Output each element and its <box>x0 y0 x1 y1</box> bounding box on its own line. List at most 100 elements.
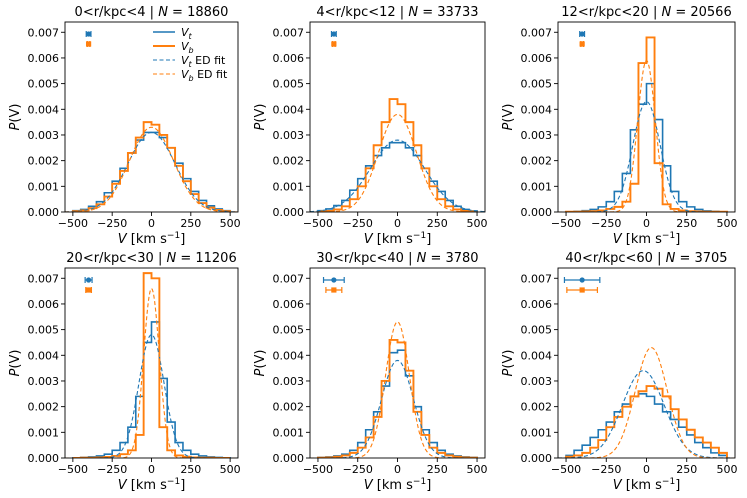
y-tick-label: 0.007 <box>28 26 60 39</box>
x-tick-label: 0 <box>394 217 401 230</box>
y-tick-label: 0.002 <box>521 401 553 414</box>
subplot-6: 40<r/kpc<60 | N = 3705 −500 −250 0 250 500 0.0… <box>501 251 737 493</box>
x-tick-label: 500 <box>220 217 241 230</box>
y-tick-label: 0.003 <box>273 375 305 388</box>
vb-errorbar <box>85 41 92 47</box>
y-tick-label: 0.002 <box>273 155 305 168</box>
subplot-title: 30<r/kpc<40 | N = 3780 <box>316 251 478 266</box>
x-tick-label: 250 <box>427 217 448 230</box>
errorbar-marker-square <box>579 41 585 47</box>
ylabel-argument: (V) <box>501 350 516 369</box>
ylabel-symbol: P <box>8 368 23 376</box>
errorbar-marker-square <box>85 287 92 293</box>
x-tick-label: −500 <box>58 217 88 230</box>
x-tick-label: 0 <box>643 463 650 476</box>
x-axis-label: V [km s−1] <box>364 231 432 247</box>
x-tick-label: −500 <box>58 463 88 476</box>
y-tick-label: 0.001 <box>521 180 553 193</box>
y-tick-label: 0.004 <box>28 103 60 116</box>
title-count: = 33733 <box>418 5 479 20</box>
x-tick-label: 250 <box>180 463 201 476</box>
title-separator: | <box>146 5 159 20</box>
y-tick-label: 0.004 <box>273 103 305 116</box>
x-tick-label: −250 <box>97 463 127 476</box>
vt-ed-fit-curve <box>558 370 735 458</box>
x-axis-label: V [km s−1] <box>613 231 681 247</box>
subplot-title: 40<r/kpc<60 | N = 3705 <box>565 251 727 266</box>
y-tick-label: 0.006 <box>273 298 305 311</box>
y-tick-label: 0.001 <box>521 426 553 439</box>
y-tick-label: 0.001 <box>273 426 305 439</box>
title-separator: | <box>653 251 666 266</box>
ylabel-symbol: P <box>8 122 23 130</box>
y-tick-label: 0.005 <box>273 324 305 337</box>
title-count: = 18860 <box>168 5 229 20</box>
y-tick-label: 0.006 <box>521 52 553 65</box>
vb-errorbar <box>325 287 343 293</box>
ylabel-symbol: P <box>253 122 268 130</box>
x-tick-label: 500 <box>467 463 488 476</box>
x-tick-label: −250 <box>591 463 621 476</box>
title-separator: | <box>649 5 662 20</box>
y-tick-label: 0.006 <box>273 52 305 65</box>
y-tick-label: 0.000 <box>273 206 305 219</box>
title-separator: | <box>396 5 409 20</box>
xlabel-close: ] <box>180 478 185 493</box>
ylabel-symbol: P <box>501 368 516 376</box>
y-tick-label: 0.001 <box>28 426 60 439</box>
x-tick-label: 500 <box>716 217 737 230</box>
vb-histogram <box>71 121 232 212</box>
xlabel-units: [km s <box>127 478 168 493</box>
legend-subscript: t <box>189 32 193 41</box>
title-range: 30<r/kpc<40 <box>316 251 404 266</box>
x-tick-label: −500 <box>303 463 333 476</box>
x-axis-label: V [km s−1] <box>118 477 186 493</box>
vb-ed-fit-curve <box>310 113 485 212</box>
y-tick-label: 0.003 <box>28 375 60 388</box>
xlabel-symbol: V <box>613 478 623 493</box>
vt-ed-fit-curve <box>310 359 485 458</box>
legend-suffix: ED fit <box>192 54 226 67</box>
errorbar-marker-square <box>331 287 337 293</box>
y-tick-label: 0.003 <box>273 129 305 142</box>
title-count: = 20566 <box>671 5 732 20</box>
xlabel-units: [km s <box>622 478 663 493</box>
y-tick-label: 0.007 <box>273 26 305 39</box>
xlabel-close: ] <box>180 232 185 247</box>
legend-label-vb: Vb <box>181 40 194 55</box>
y-tick-label: 0.006 <box>521 298 553 311</box>
xlabel-symbol: V <box>118 232 128 247</box>
vb-ed-fit-curve <box>65 287 238 458</box>
x-tick-label: −250 <box>97 217 127 230</box>
title-separator: | <box>404 251 417 266</box>
xlabel-symbol: V <box>364 478 374 493</box>
subplot-1: 0<r/kpc<4 | N = 18860 −500 −250 0 250 500 0.00… <box>8 5 241 247</box>
x-tick-label: 0 <box>148 463 155 476</box>
xlabel-close: ] <box>426 478 431 493</box>
y-axis-label: P(V) <box>8 104 23 131</box>
y-tick-label: 0.000 <box>521 452 553 465</box>
xlabel-symbol: V <box>118 478 128 493</box>
legend-label-vb-fit: Vb ED fit <box>181 68 228 83</box>
vt-ed-fit-curve <box>558 101 735 212</box>
x-axis-label: V [km s−1] <box>364 477 432 493</box>
y-tick-label: 0.005 <box>521 78 553 91</box>
x-tick-label: 0 <box>148 217 155 230</box>
x-axis-label: V [km s−1] <box>118 231 186 247</box>
x-tick-label: 0 <box>394 463 401 476</box>
legend-symbol: V <box>181 26 190 39</box>
y-tick-label: 0.000 <box>273 452 305 465</box>
x-tick-label: −500 <box>551 463 581 476</box>
vt-histogram <box>72 131 231 212</box>
y-tick-label: 0.000 <box>28 206 60 219</box>
errorbar-marker-circle <box>579 277 585 283</box>
x-tick-label: 250 <box>676 217 697 230</box>
y-tick-label: 0.007 <box>28 272 60 285</box>
xlabel-close: ] <box>426 232 431 247</box>
axes-frame <box>64 21 239 213</box>
xlabel-exponent: −1 <box>167 231 180 241</box>
y-axis-label: P(V) <box>501 104 516 131</box>
vb-histogram <box>565 36 728 212</box>
